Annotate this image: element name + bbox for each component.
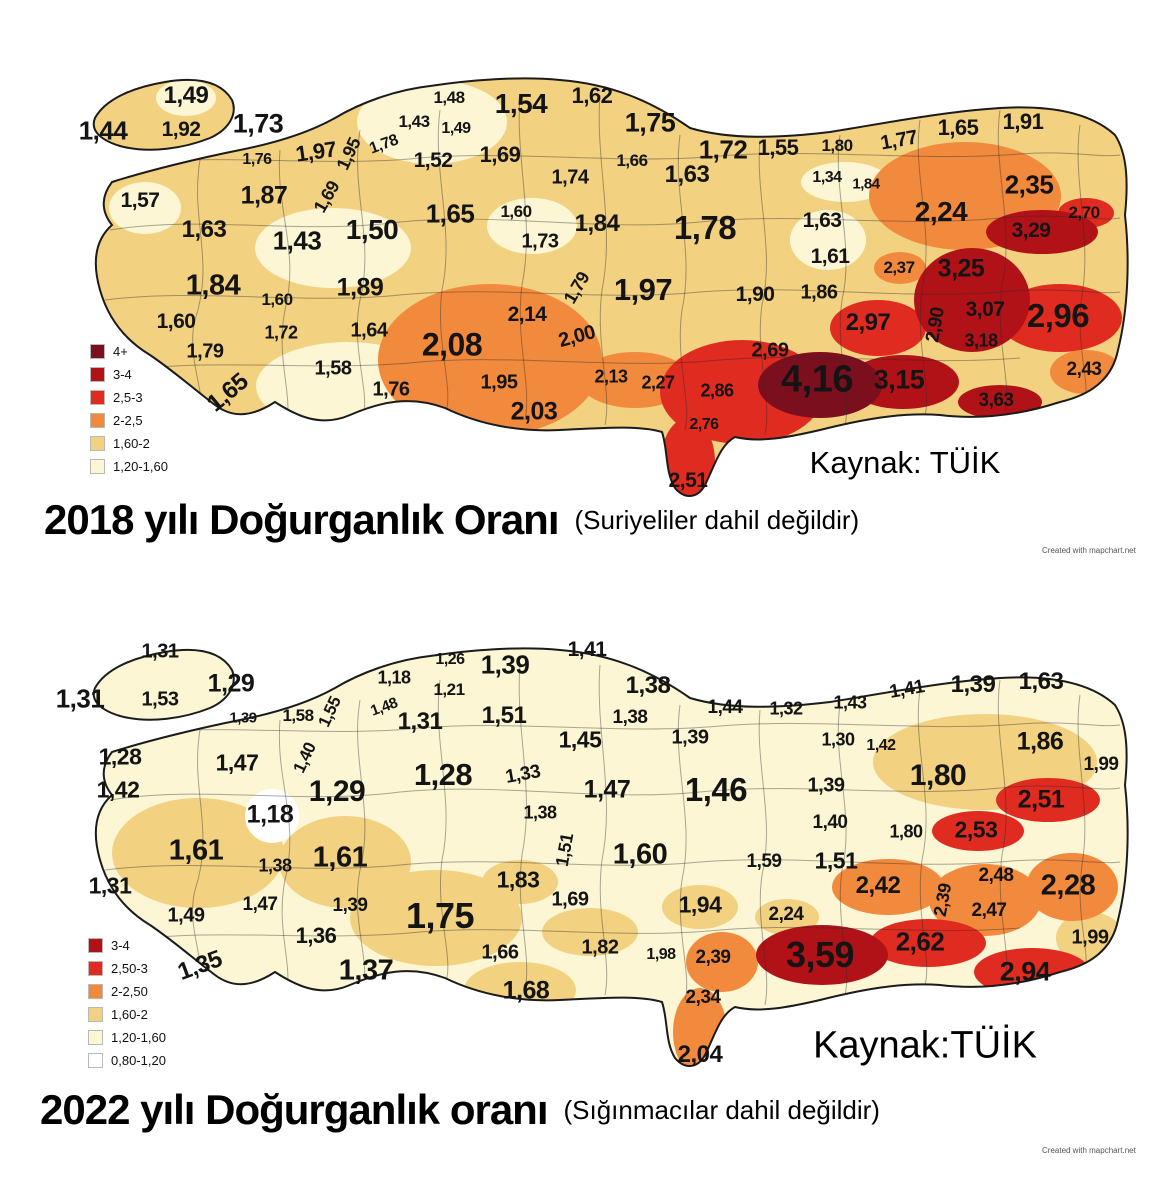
legend-2018: 4+ 3-4 2,5-3 2-2,5 1,60-2 1,20-1,60 — [90, 344, 168, 474]
legend-item: 2-2,50 — [88, 984, 166, 999]
legend-swatch — [88, 1053, 103, 1068]
source-2022: Kaynak:TÜİK — [813, 1024, 1037, 1067]
legend-label: 1,20-1,60 — [113, 459, 168, 474]
province-borders — [104, 664, 1121, 1006]
legend-label: 3-4 — [111, 938, 130, 953]
legend-item: 1,60-2 — [90, 436, 168, 451]
legend-label: 2-2,50 — [111, 984, 148, 999]
legend-label: 1,60-2 — [113, 436, 150, 451]
legend-swatch — [90, 344, 105, 359]
legend-item: 2,5-3 — [90, 390, 168, 405]
legend-swatch — [90, 390, 105, 405]
legend-item: 2,50-3 — [88, 961, 166, 976]
legend-swatch — [88, 938, 103, 953]
turkey-map-2018 — [92, 77, 1129, 497]
legend-swatch — [88, 984, 103, 999]
legend-label: 1,60-2 — [111, 1007, 148, 1022]
title-row-2018: 2018 yılı Doğurganlık Oranı (Suriyeliler… — [44, 496, 859, 544]
source-2018: Kaynak: TÜİK — [809, 445, 1001, 480]
map-title-2022: 2022 yılı Doğurganlık oranı — [40, 1086, 548, 1133]
credit-2018: Created with mapchart.net — [1042, 546, 1136, 555]
legend-item: 3-4 — [90, 367, 168, 382]
legend-swatch — [90, 367, 105, 382]
legend-label: 3-4 — [113, 367, 132, 382]
legend-label: 1,20-1,60 — [111, 1030, 166, 1045]
legend-item: 1,20-1,60 — [88, 1030, 166, 1045]
legend-label: 4+ — [113, 344, 128, 359]
legend-swatch — [88, 961, 103, 976]
map-title-2018: 2018 yılı Doğurganlık Oranı — [44, 496, 560, 543]
legend-swatch — [88, 1030, 103, 1045]
legend-swatch — [90, 459, 105, 474]
legend-label: 2,5-3 — [113, 390, 143, 405]
legend-item: 2-2,5 — [90, 413, 168, 428]
legend-label: 0,80-1,20 — [111, 1053, 166, 1068]
legend-swatch — [88, 1007, 103, 1022]
credit-2022: Created with mapchart.net — [1042, 1146, 1136, 1155]
legend-item: 1,60-2 — [88, 1007, 166, 1022]
map-subtitle-2022: (Sığınmacılar dahil değildir) — [563, 1094, 880, 1125]
legend-item: 4+ — [90, 344, 168, 359]
legend-label: 2-2,5 — [113, 413, 143, 428]
legend-2022: 3-4 2,50-3 2-2,50 1,60-2 1,20-1,60 0,80-1,20 — [88, 938, 166, 1068]
legend-item: 0,80-1,20 — [88, 1053, 166, 1068]
legend-swatch — [90, 413, 105, 428]
turkey-map-2022 — [92, 647, 1129, 1067]
legend-label: 2,50-3 — [111, 961, 148, 976]
map-subtitle-2018: (Suriyeliler dahil değildir) — [574, 504, 860, 535]
legend-item: 1,20-1,60 — [90, 459, 168, 474]
province-borders — [104, 94, 1121, 436]
legend-swatch — [90, 436, 105, 451]
legend-item: 3-4 — [88, 938, 166, 953]
title-row-2022: 2022 yılı Doğurganlık oranı (Sığınmacıla… — [40, 1086, 880, 1134]
